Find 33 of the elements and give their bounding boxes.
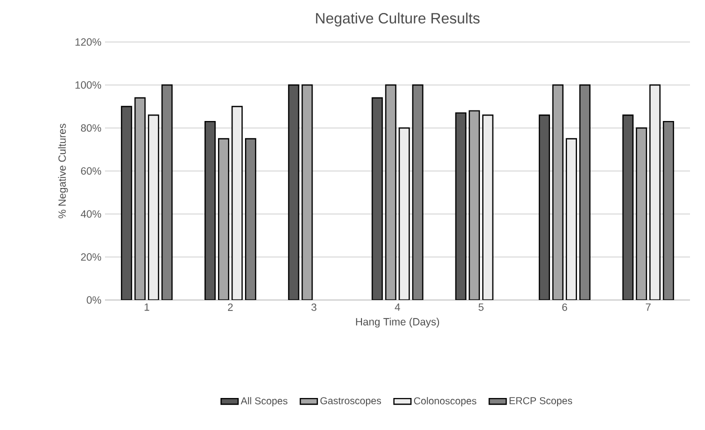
bar <box>120 106 132 300</box>
legend-label: ERCP Scopes <box>510 397 572 406</box>
bar <box>649 84 661 300</box>
bar <box>662 120 674 300</box>
bar <box>204 120 216 300</box>
y-tick-label: 100% <box>76 81 102 89</box>
bar <box>579 84 590 300</box>
bar <box>161 84 173 300</box>
x-axis-title: Hang Time (Days) <box>356 318 440 328</box>
y-tick-label: 0% <box>86 296 102 304</box>
bar <box>232 106 243 300</box>
bar <box>538 114 550 300</box>
bar <box>148 114 160 300</box>
y-axis-title: % Negative Cultures <box>58 124 68 218</box>
bar <box>622 114 634 300</box>
x-tick-label: 1 <box>144 304 150 311</box>
chart-title: Negative Culture Results <box>316 12 480 26</box>
y-tick-label: 120% <box>76 38 102 46</box>
x-tick-label: 6 <box>562 304 568 311</box>
y-tick-label: 60% <box>81 167 102 175</box>
legend-label: All Scopes <box>240 397 288 406</box>
y-tick-label: 80% <box>80 124 102 132</box>
bar <box>134 97 146 300</box>
x-tick-label: 4 <box>394 304 400 311</box>
x-tick-label: 3 <box>311 304 316 311</box>
x-tick-label: 5 <box>478 304 484 311</box>
legend-label: Colonoscopes <box>414 397 476 406</box>
y-tick-label: 20% <box>81 253 102 261</box>
bar <box>552 84 564 300</box>
legend-label: Gastroscopes <box>320 397 382 406</box>
y-tick-label: 40% <box>80 210 102 218</box>
x-tick-label: 7 <box>646 304 651 311</box>
x-tick-label: 2 <box>228 304 233 311</box>
